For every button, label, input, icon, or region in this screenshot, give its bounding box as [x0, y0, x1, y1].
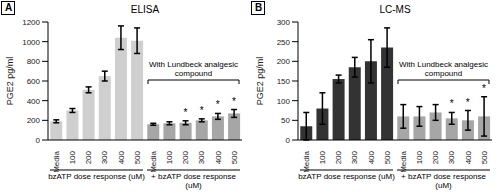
svg-text:400: 400 — [464, 150, 473, 164]
svg-text:300: 300 — [277, 18, 291, 27]
svg-text:0: 0 — [36, 136, 41, 145]
svg-text:150: 150 — [277, 77, 291, 86]
svg-text:Media: Media — [52, 150, 61, 172]
svg-text:400: 400 — [367, 150, 376, 164]
svg-text:Media: Media — [302, 150, 311, 172]
svg-text:*: * — [482, 83, 486, 94]
svg-text:400: 400 — [214, 150, 223, 164]
svg-text:500: 500 — [383, 150, 392, 164]
svg-text:100: 100 — [318, 150, 327, 164]
svg-text:PGE2 pg/ml: PGE2 pg/ml — [255, 57, 265, 106]
svg-text:400: 400 — [117, 150, 126, 164]
svg-text:100: 100 — [68, 150, 77, 164]
svg-text:*: * — [232, 96, 236, 107]
html-text:+ bzATP dose response (uM): + bzATP dose response (uM) — [401, 172, 486, 190]
svg-text:*: * — [466, 97, 470, 108]
svg-text:300: 300 — [350, 150, 359, 164]
html-text:With Lundbeck analgesic compou: With Lundbeck analgesic compound — [149, 60, 238, 78]
svg-text:Media: Media — [149, 150, 158, 172]
svg-text:*: * — [216, 99, 220, 110]
svg-text:300: 300 — [100, 150, 109, 164]
svg-text:*: * — [200, 105, 204, 116]
svg-text:1000: 1000 — [22, 38, 40, 47]
html-text:+ bzATP dose response (uM): + bzATP dose response (uM) — [151, 172, 236, 190]
svg-text:400: 400 — [27, 97, 41, 106]
svg-text:250: 250 — [277, 38, 291, 47]
svg-text:200: 200 — [431, 150, 440, 164]
html-text:B: B — [254, 2, 263, 13]
svg-text:600: 600 — [27, 77, 41, 86]
svg-text:200: 200 — [277, 57, 291, 66]
svg-text:0: 0 — [286, 136, 291, 145]
svg-text:500: 500 — [133, 150, 142, 164]
svg-text:100: 100 — [277, 97, 291, 106]
svg-text:*: * — [183, 107, 187, 118]
svg-text:100: 100 — [165, 150, 174, 164]
html-text:A: A — [4, 2, 13, 13]
svg-text:300: 300 — [197, 150, 206, 164]
svg-text:200: 200 — [334, 150, 343, 164]
svg-text:500: 500 — [230, 150, 239, 164]
html-text:ELISA: ELISA — [130, 4, 160, 15]
svg-text:300: 300 — [447, 150, 456, 164]
svg-text:1200: 1200 — [22, 18, 40, 27]
html-text:bzATP dose response (uM): bzATP dose response (uM) — [298, 172, 395, 181]
svg-text:100: 100 — [415, 150, 424, 164]
html-text:bzATP dose response (uM): bzATP dose response (uM) — [48, 172, 145, 181]
svg-text:200: 200 — [181, 150, 190, 164]
html-text:LC-MS: LC-MS — [379, 4, 411, 15]
svg-text:Media: Media — [399, 150, 408, 172]
svg-text:500: 500 — [480, 150, 489, 164]
svg-text:200: 200 — [84, 150, 93, 164]
html-text:With Lundbeck analgesic compou: With Lundbeck analgesic compound — [399, 60, 488, 78]
svg-text:*: * — [450, 98, 454, 109]
svg-text:50: 50 — [281, 116, 290, 125]
svg-text:PGE2 pg/ml: PGE2 pg/ml — [8, 57, 15, 106]
svg-text:200: 200 — [27, 116, 41, 125]
svg-text:800: 800 — [27, 57, 41, 66]
